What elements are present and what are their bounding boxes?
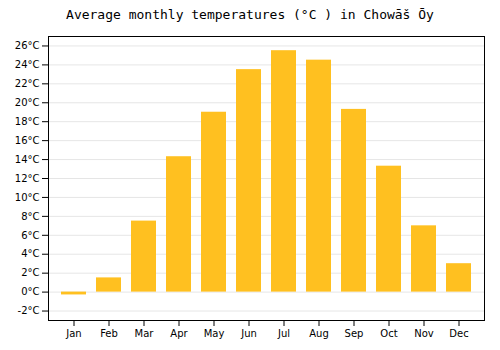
svg-text:14°C: 14°C	[15, 154, 40, 165]
svg-text:May: May	[204, 328, 225, 339]
svg-text:12°C: 12°C	[15, 173, 40, 184]
html-text:Average monthly temperatures (: Average monthly temperatures (°C ) in Ch…	[66, 7, 434, 22]
svg-text:4°C: 4°C	[21, 248, 39, 259]
svg-text:Nov: Nov	[414, 328, 434, 339]
svg-text:Jan: Jan	[65, 328, 81, 339]
svg-text:24°C: 24°C	[15, 59, 40, 70]
svg-text:22°C: 22°C	[15, 78, 40, 89]
svg-text:Jun: Jun	[240, 328, 257, 339]
svg-text:10°C: 10°C	[15, 192, 40, 203]
svg-text:Aug: Aug	[309, 328, 329, 339]
svg-text:Sep: Sep	[345, 328, 364, 339]
svg-text:-2°C: -2°C	[18, 305, 40, 316]
svg-text:18°C: 18°C	[15, 116, 40, 127]
svg-text:Mar: Mar	[135, 328, 155, 339]
svg-text:Oct: Oct	[380, 328, 397, 339]
svg-text:6°C: 6°C	[21, 230, 39, 241]
svg-text:26°C: 26°C	[15, 40, 40, 51]
svg-text:Feb: Feb	[100, 328, 118, 339]
svg-text:Jul: Jul	[277, 328, 290, 339]
svg-text:0°C: 0°C	[21, 286, 39, 297]
svg-text:2°C: 2°C	[21, 267, 39, 278]
svg-text:Apr: Apr	[170, 328, 188, 339]
svg-text:Dec: Dec	[449, 328, 468, 339]
svg-text:8°C: 8°C	[21, 211, 39, 222]
svg-text:16°C: 16°C	[15, 135, 40, 146]
svg-text:20°C: 20°C	[15, 97, 40, 108]
